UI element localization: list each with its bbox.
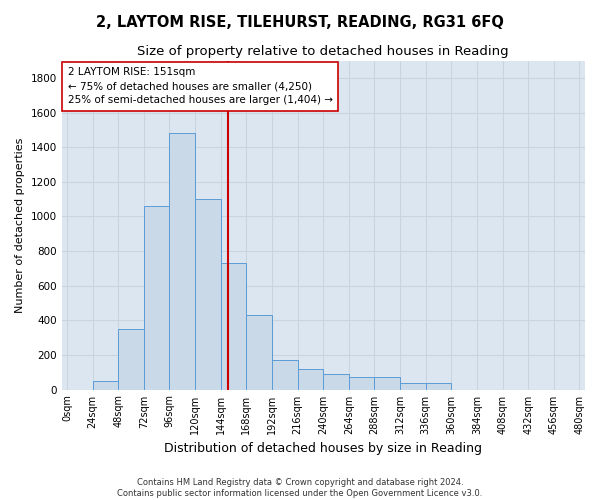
Bar xyxy=(144,206,169,390)
Bar xyxy=(169,134,195,390)
Bar xyxy=(92,381,118,390)
Text: 2 LAYTOM RISE: 151sqm
← 75% of detached houses are smaller (4,250)
25% of semi-d: 2 LAYTOM RISE: 151sqm ← 75% of detached … xyxy=(68,68,332,106)
X-axis label: Distribution of detached houses by size in Reading: Distribution of detached houses by size … xyxy=(164,442,482,455)
Text: Contains HM Land Registry data © Crown copyright and database right 2024.
Contai: Contains HM Land Registry data © Crown c… xyxy=(118,478,482,498)
Title: Size of property relative to detached houses in Reading: Size of property relative to detached ho… xyxy=(137,45,509,58)
Bar xyxy=(323,374,349,390)
Bar xyxy=(221,263,247,390)
Bar xyxy=(247,315,272,390)
Y-axis label: Number of detached properties: Number of detached properties xyxy=(15,138,25,312)
Text: 2, LAYTOM RISE, TILEHURST, READING, RG31 6FQ: 2, LAYTOM RISE, TILEHURST, READING, RG31… xyxy=(96,15,504,30)
Bar xyxy=(349,378,374,390)
Bar xyxy=(195,199,221,390)
Bar xyxy=(400,382,425,390)
Bar xyxy=(374,378,400,390)
Bar xyxy=(425,382,451,390)
Bar xyxy=(118,329,144,390)
Bar xyxy=(298,369,323,390)
Bar xyxy=(272,360,298,390)
